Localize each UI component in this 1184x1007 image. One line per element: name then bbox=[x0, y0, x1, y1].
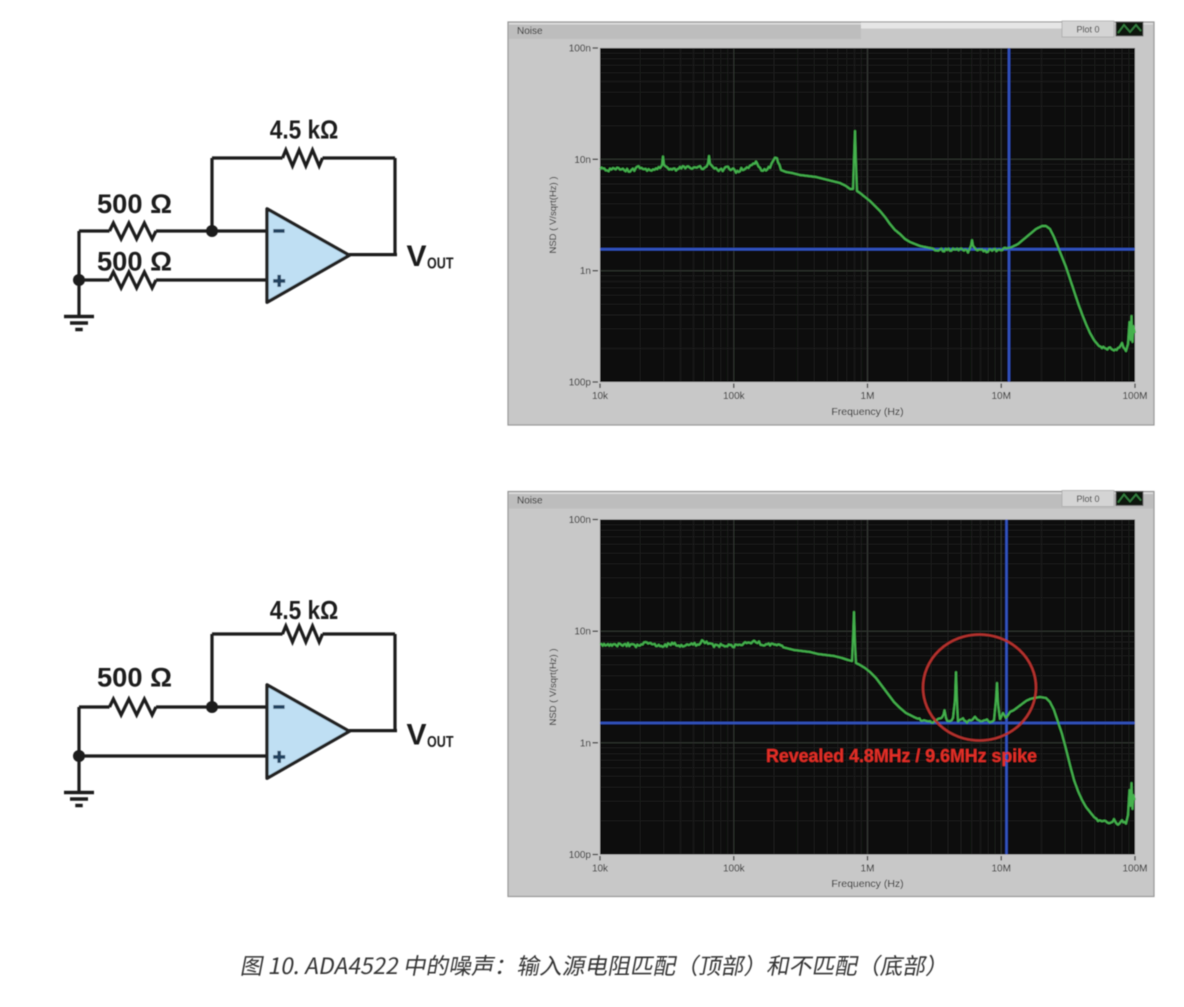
svg-text:V: V bbox=[407, 719, 427, 752]
svg-text:V: V bbox=[407, 240, 427, 273]
svg-text:10M: 10M bbox=[991, 864, 1010, 875]
svg-text:Revealed 4.8MHz / 9.6MHz spike: Revealed 4.8MHz / 9.6MHz spike bbox=[766, 746, 1037, 766]
svg-text:OUT: OUT bbox=[427, 734, 454, 751]
svg-text:100n: 100n bbox=[569, 44, 591, 55]
svg-text:100M: 100M bbox=[1122, 864, 1147, 875]
svg-text:Plot 0: Plot 0 bbox=[1076, 25, 1099, 35]
svg-text:Frequency (Hz): Frequency (Hz) bbox=[831, 406, 903, 418]
svg-text:1M: 1M bbox=[861, 391, 875, 402]
svg-text:1M: 1M bbox=[861, 864, 875, 875]
svg-text:100k: 100k bbox=[723, 391, 746, 402]
svg-text:100p: 100p bbox=[569, 378, 592, 389]
svg-text:Frequency (Hz): Frequency (Hz) bbox=[831, 878, 903, 890]
svg-text:1n: 1n bbox=[580, 266, 591, 277]
svg-text:100n: 100n bbox=[569, 515, 591, 526]
svg-text:Plot 0: Plot 0 bbox=[1076, 494, 1099, 504]
svg-text:10k: 10k bbox=[592, 864, 609, 875]
svg-text:Noise: Noise bbox=[517, 496, 543, 507]
svg-text:1n: 1n bbox=[580, 738, 591, 749]
svg-text:500 Ω: 500 Ω bbox=[97, 189, 172, 219]
svg-text:500 Ω: 500 Ω bbox=[97, 663, 172, 693]
svg-text:4.5 kΩ: 4.5 kΩ bbox=[270, 115, 339, 145]
svg-text:4.5 kΩ: 4.5 kΩ bbox=[270, 595, 339, 625]
svg-text:100k: 100k bbox=[723, 864, 746, 875]
svg-text:NSD ( V/sqrt(Hz) ): NSD ( V/sqrt(Hz) ) bbox=[548, 648, 559, 725]
svg-text:10n: 10n bbox=[574, 155, 591, 166]
svg-text:500 Ω: 500 Ω bbox=[97, 247, 172, 277]
svg-text:OUT: OUT bbox=[427, 256, 454, 273]
svg-text:100p: 100p bbox=[569, 850, 592, 861]
svg-text:10M: 10M bbox=[991, 391, 1010, 402]
svg-text:NSD ( V/sqrt(Hz) ): NSD ( V/sqrt(Hz) ) bbox=[548, 176, 559, 253]
svg-text:10k: 10k bbox=[592, 391, 609, 402]
svg-text:100M: 100M bbox=[1122, 391, 1147, 402]
svg-text:10n: 10n bbox=[574, 627, 591, 638]
svg-text:Noise: Noise bbox=[517, 26, 543, 37]
